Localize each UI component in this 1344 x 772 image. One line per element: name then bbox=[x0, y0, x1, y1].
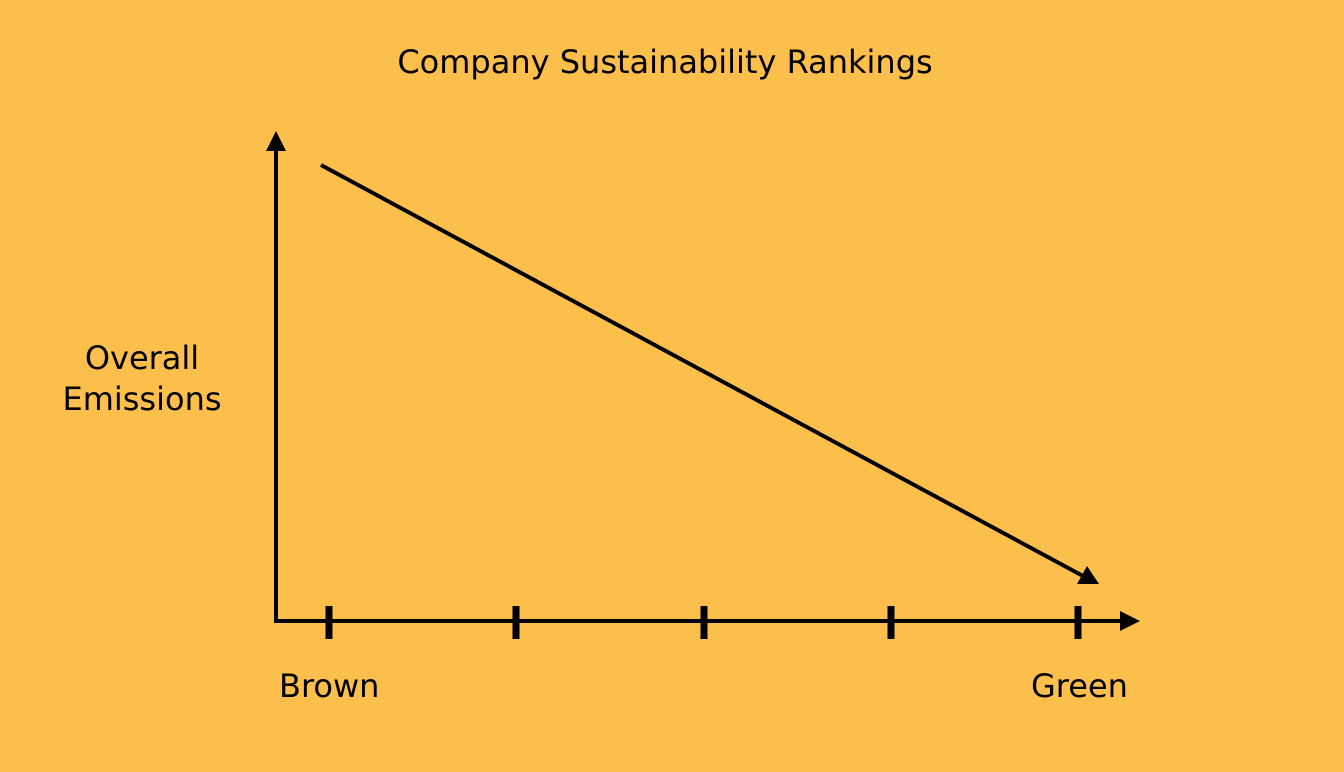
diagram-title: Company Sustainability Rankings bbox=[397, 43, 933, 81]
x-axis-left-label: Brown bbox=[279, 667, 380, 705]
trend-arrow-line bbox=[320, 163, 1084, 578]
x-axis-arrowhead bbox=[1120, 611, 1140, 631]
y-axis-label: Overall Emissions bbox=[40, 338, 244, 420]
x-axis-right-label: Green bbox=[1031, 667, 1128, 705]
y-axis-label-line-2: Emissions bbox=[62, 380, 222, 418]
y-axis-label-line-1: Overall bbox=[84, 339, 200, 377]
x-axis-ticks bbox=[325, 606, 1082, 639]
y-axis-arrowhead bbox=[266, 131, 286, 151]
trend-arrowhead bbox=[1077, 566, 1099, 584]
